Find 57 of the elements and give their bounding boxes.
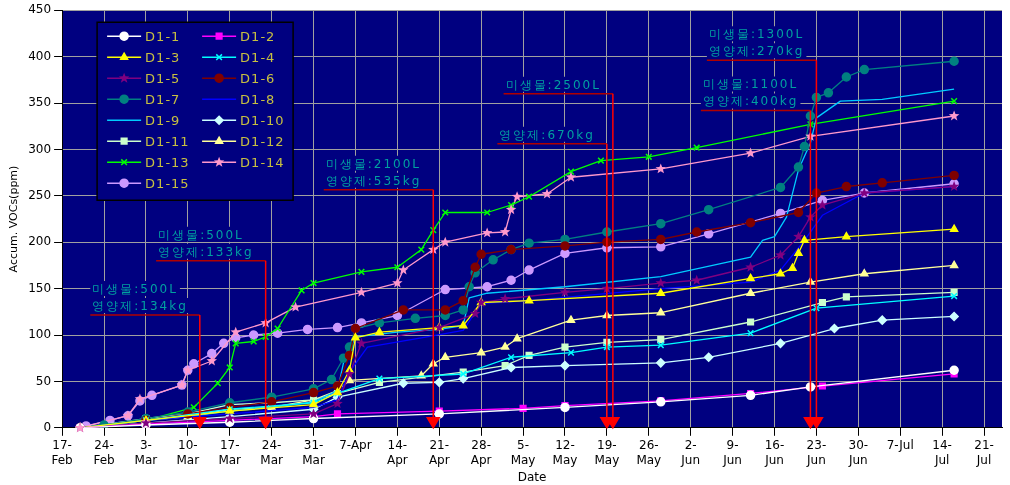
legend-label: D1-15 <box>145 175 190 191</box>
legend-label: D1-13 <box>145 154 190 170</box>
x-tick-label: 21- Jul <box>974 438 994 467</box>
x-tick-label: 9- Jun <box>722 438 742 467</box>
x-tick-label: 17- Feb <box>51 438 73 467</box>
x-tick-label: 19- May <box>594 438 620 467</box>
x-tick-label: 12- May <box>552 438 578 467</box>
legend-label: D1-11 <box>145 133 190 149</box>
y-tick-label: 0 <box>43 419 52 434</box>
y-tick-label: 350 <box>28 95 52 110</box>
y-axis-title: Accum. VOCs(ppm) <box>7 165 21 273</box>
x-axis-title: Date <box>517 469 547 484</box>
legend-label: D1-6 <box>240 70 276 86</box>
x-tick-label: 24- Feb <box>93 438 115 467</box>
legend-label: D1-12 <box>240 133 285 149</box>
x-tick-label: 14- Jul <box>932 438 952 467</box>
x-tick-label: 17- Mar <box>218 438 242 467</box>
legend-label: D1-2 <box>240 28 276 44</box>
ref-line-label: 미생물:500L 영양제:134kg <box>92 282 188 314</box>
x-tick-label: 31- Mar <box>302 438 325 467</box>
x-tick-label: 24- Mar <box>260 438 284 467</box>
x-tick-label: 7-Jul <box>886 438 914 453</box>
y-tick-label: 300 <box>28 141 52 156</box>
legend-label: D1-7 <box>145 91 181 107</box>
legend-label: D1-5 <box>145 70 181 86</box>
x-tick-label: 2- Jun <box>680 438 701 467</box>
y-tick-label: 50 <box>35 373 52 388</box>
ref-line-label: 미생물:1300L 영양제:270kg <box>708 27 805 59</box>
x-tick-label: 5- May <box>510 438 536 467</box>
x-tick-label: 28- Apr <box>470 438 492 467</box>
legend-label: D1-1 <box>145 28 181 44</box>
x-tick-label: 21- Apr <box>428 438 450 467</box>
x-tick-label: 30- Jun <box>847 438 869 467</box>
y-tick-label: 250 <box>28 187 52 202</box>
ref-line-label: 영양제:670kg <box>499 127 595 142</box>
legend-label: D1-3 <box>145 49 181 65</box>
x-tick-label: 23- Jun <box>806 438 827 467</box>
legend-label: D1-8 <box>240 91 276 107</box>
legend-label: D1-14 <box>240 154 285 170</box>
x-tick-label: 10- Mar <box>176 438 200 467</box>
legend-label: D1-10 <box>240 112 285 128</box>
y-tick-label: 450 <box>28 2 52 17</box>
x-tick-label: 26- May <box>636 438 662 467</box>
ref-line-label: 미생물:2500L <box>505 77 601 92</box>
legend-label: D1-4 <box>240 49 276 65</box>
x-tick-label: 14- Apr <box>386 438 408 467</box>
y-tick-label: 100 <box>28 327 52 342</box>
y-tick-label: 200 <box>28 234 52 249</box>
x-tick-label: 7-Apr <box>339 438 372 453</box>
x-tick-label: 16- Jun <box>764 438 785 467</box>
legend-label: D1-9 <box>145 112 181 128</box>
y-tick-label: 150 <box>28 280 52 295</box>
x-tick-label: 3- Mar <box>134 438 158 467</box>
y-tick-label: 400 <box>28 48 52 63</box>
ref-line-label: 미생물:2100L 영양제:535kg <box>325 156 422 188</box>
ref-line-label: 미생물:1100L 영양제:400kg <box>702 77 799 109</box>
ref-line-label: 미생물:500L 영양제:133kg <box>158 227 254 259</box>
